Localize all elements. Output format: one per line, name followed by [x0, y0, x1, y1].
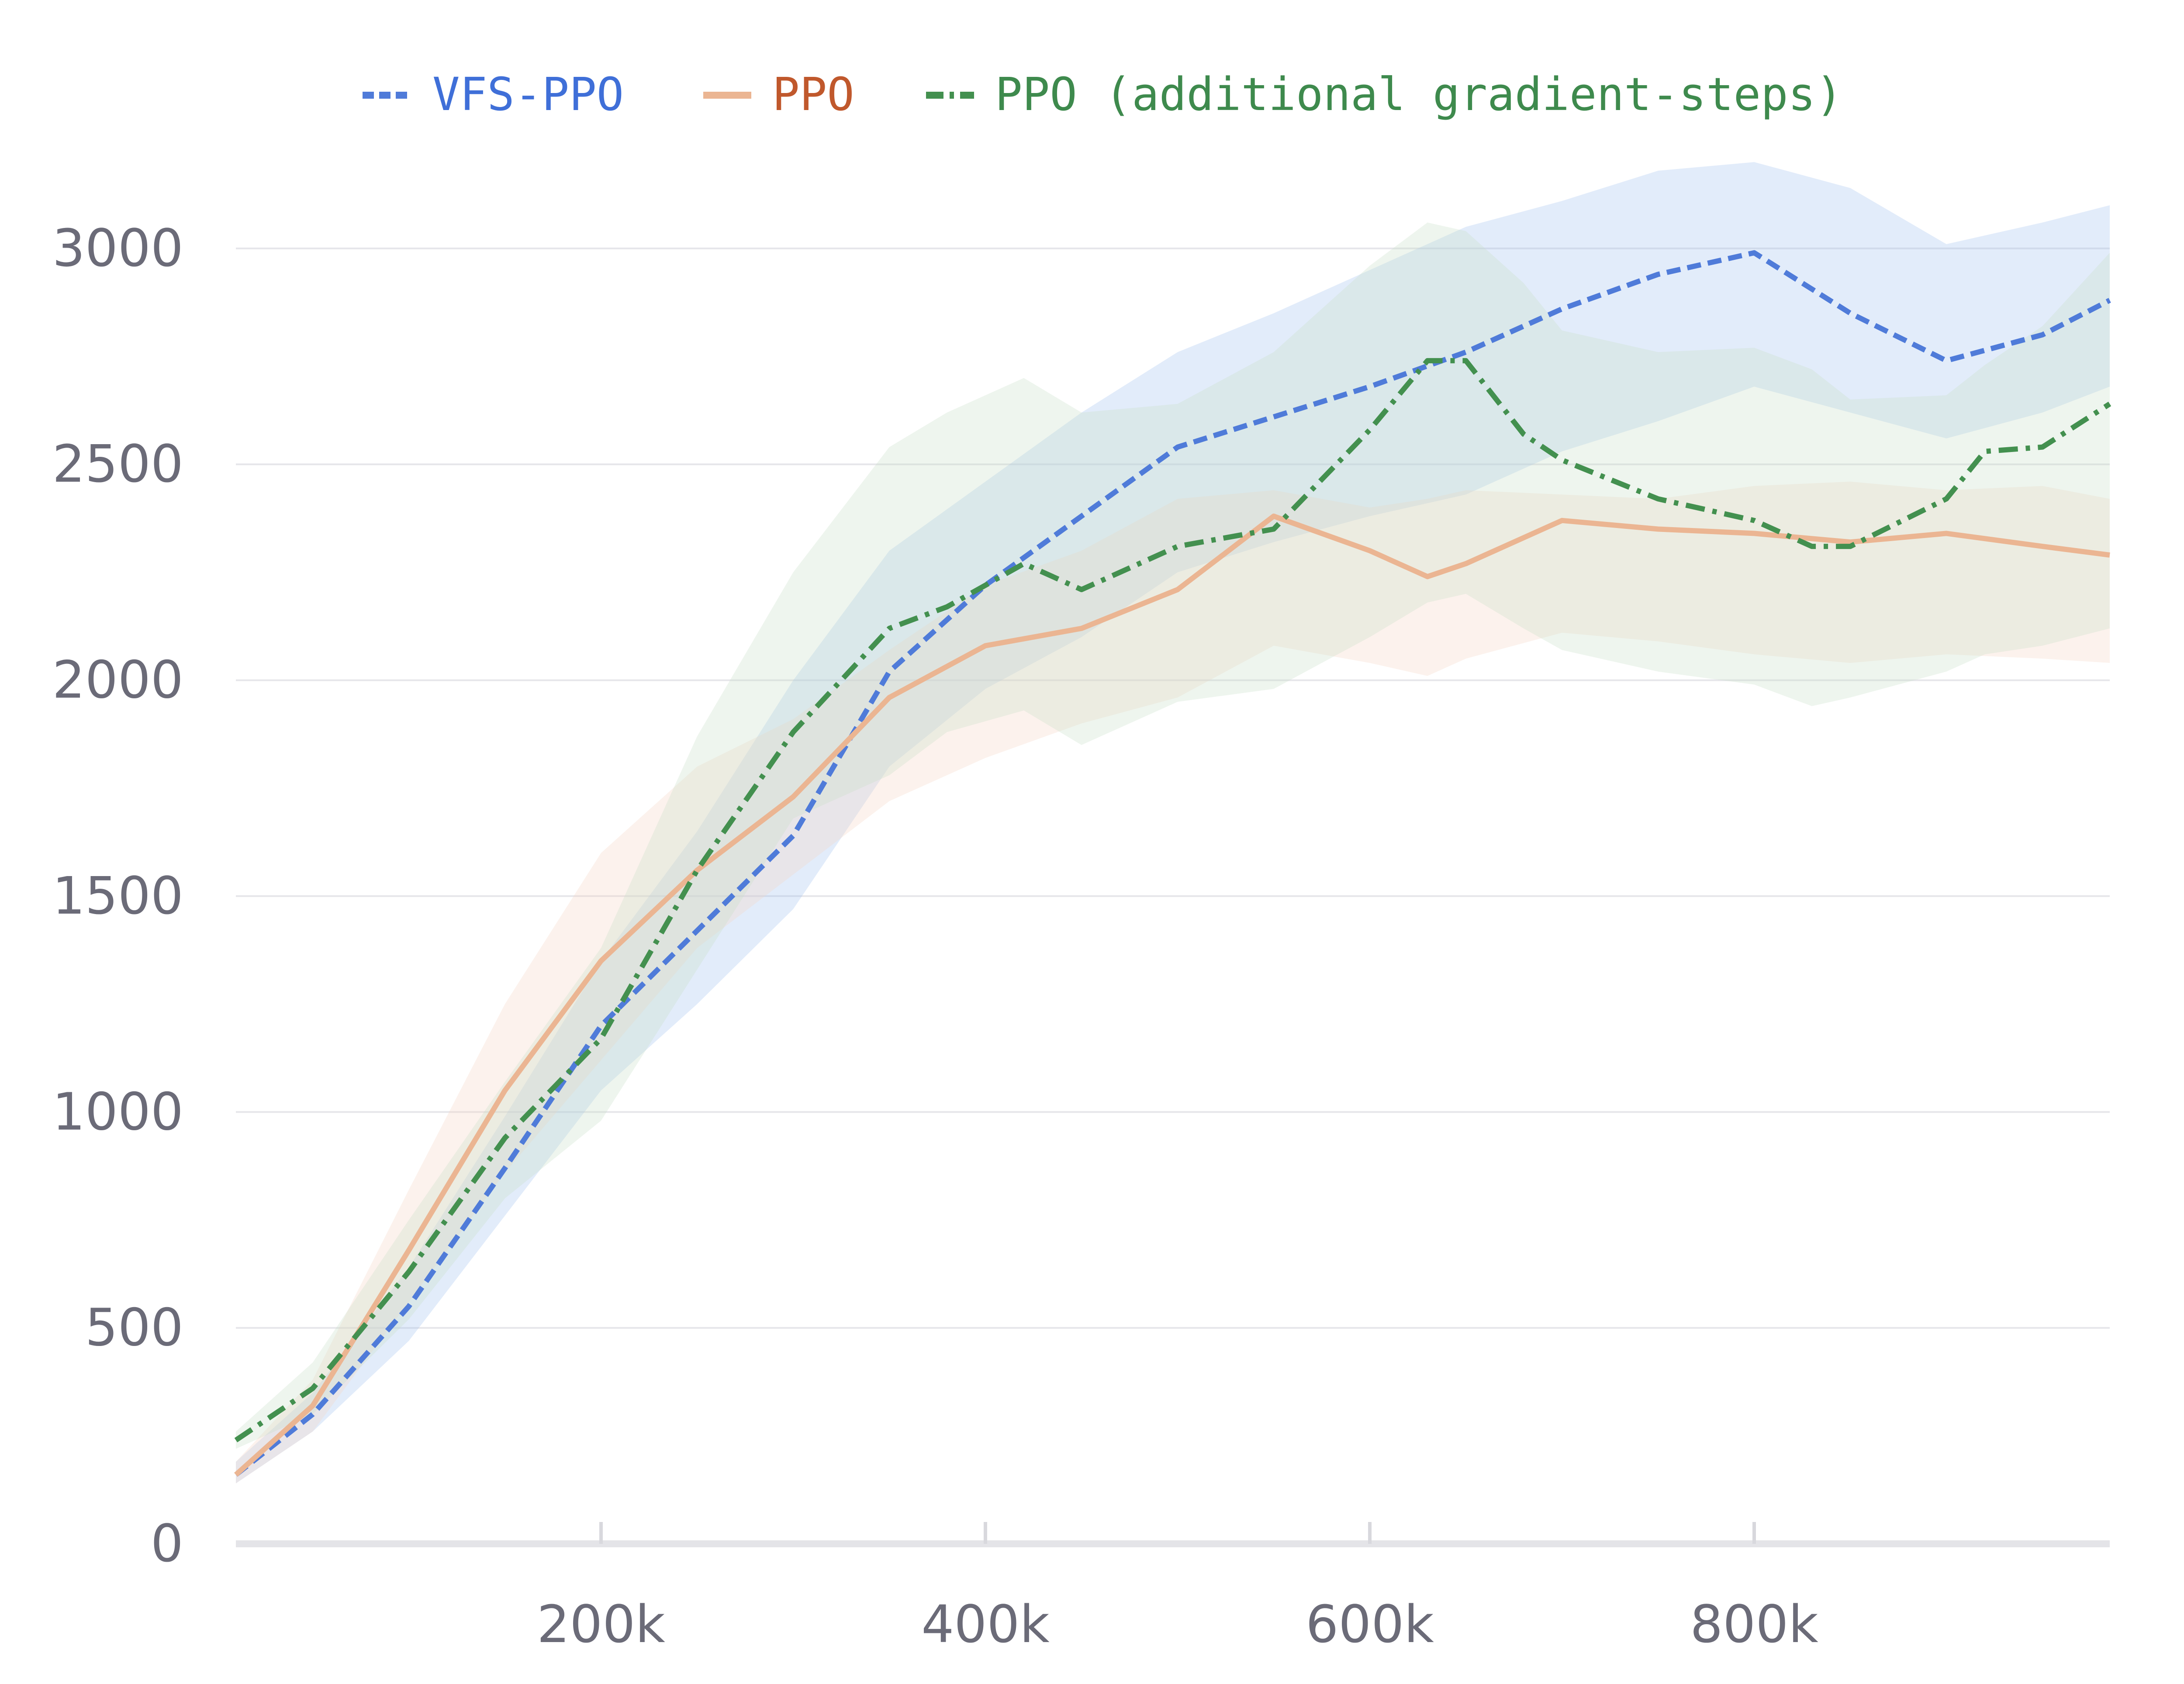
legend-label-vfs-ppo: VFS-PPO [432, 68, 624, 121]
y-tick-label: 1500 [52, 866, 183, 926]
y-tick-label: 0 [151, 1513, 183, 1574]
legend: VFS-PPO PPO PPO (additional gradient-ste… [363, 68, 1843, 121]
y-tick-labels: 0 500 1000 1500 2000 2500 3000 [52, 218, 183, 1574]
x-axis [236, 1522, 2110, 1547]
x-tick-labels: 200k 400k 600k 800k [537, 1594, 1818, 1654]
legend-label-ppo-additional: PPO (additional gradient-steps) [995, 68, 1843, 121]
y-tick-label: 1000 [52, 1081, 183, 1142]
y-tick-label: 2000 [52, 650, 183, 710]
legend-label-ppo: PPO [772, 68, 854, 121]
band-series-1 [236, 481, 2110, 1484]
legend-item-ppo-additional: PPO (additional gradient-steps) [926, 68, 1843, 121]
legend-item-vfs-ppo: VFS-PPO [363, 68, 624, 121]
y-tick-label: 500 [85, 1298, 183, 1358]
y-tick-label: 3000 [52, 218, 183, 278]
x-tick-label: 200k [537, 1594, 665, 1654]
band-series-2 [236, 222, 2110, 1449]
confidence-bands [236, 162, 2110, 1484]
x-tick-label: 400k [921, 1594, 1050, 1654]
line-series-2 [234, 358, 2111, 1442]
y-tick-label: 2500 [52, 434, 183, 494]
series-lines [234, 250, 2111, 1477]
legend-item-ppo: PPO [703, 68, 854, 121]
grid-lines [236, 247, 2110, 1329]
x-tick-label: 800k [1690, 1594, 1818, 1654]
x-tick-label: 600k [1306, 1594, 1434, 1654]
line-series-1 [234, 513, 2110, 1477]
band-series-0 [236, 162, 2110, 1484]
line-series-0 [234, 250, 2111, 1477]
